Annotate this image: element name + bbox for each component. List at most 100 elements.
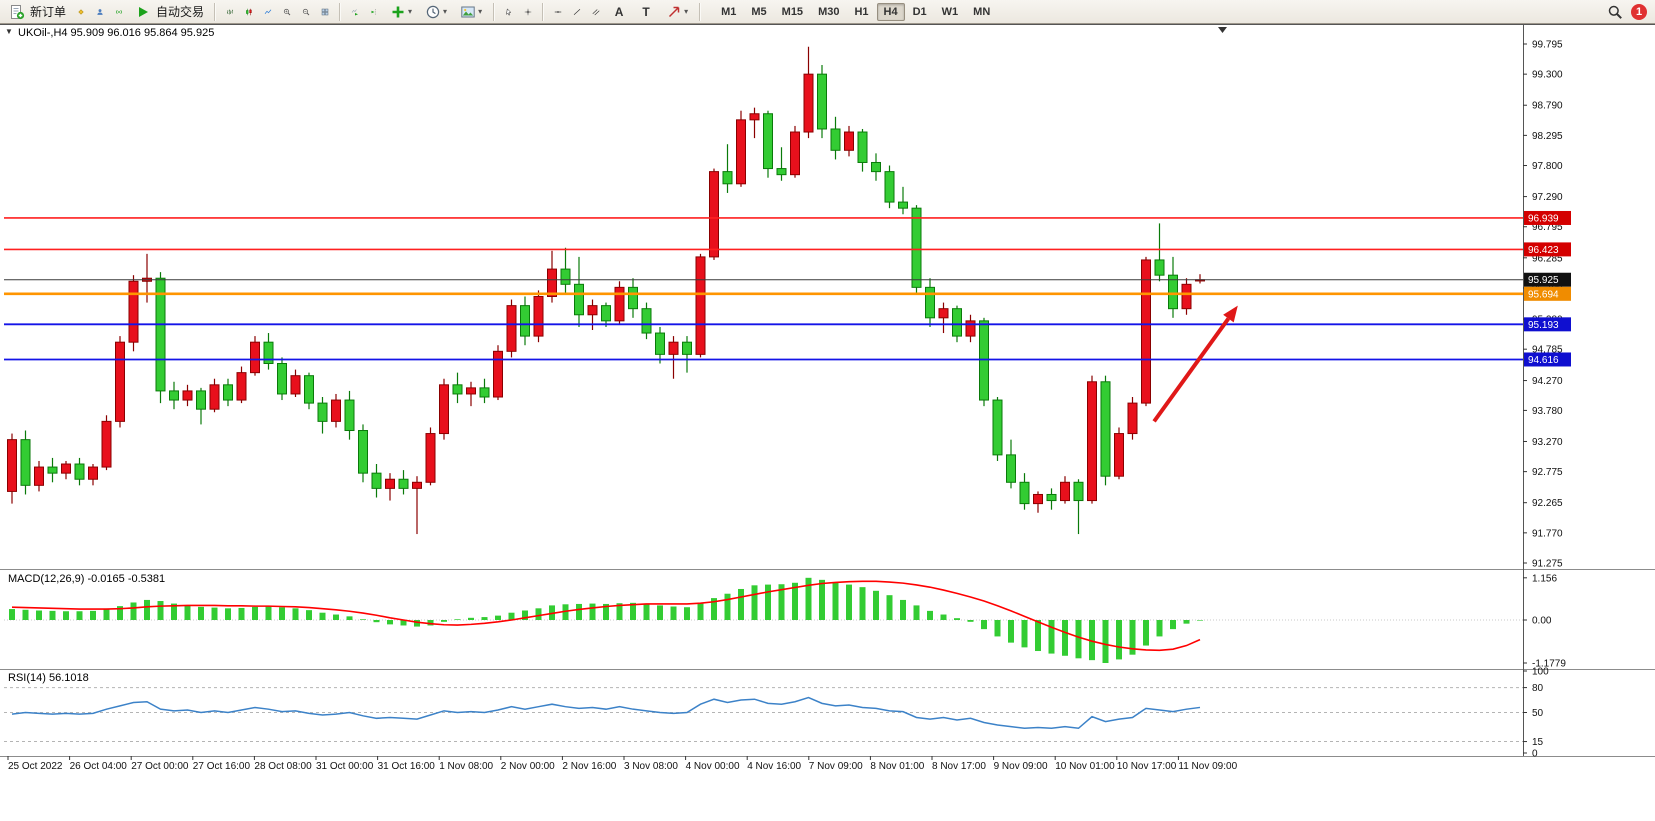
zoom-in-icon[interactable] xyxy=(278,3,296,21)
svg-text:95.193: 95.193 xyxy=(1528,320,1559,331)
timeframe-mn-button[interactable]: MN xyxy=(973,5,991,18)
chart-title: UKOil-,H4 95.909 96.016 95.864 95.925 xyxy=(18,27,215,39)
svg-text:25 Oct 2022: 25 Oct 2022 xyxy=(8,761,63,772)
macd-histogram xyxy=(9,577,1203,663)
price-axis: 99.795 99.300 98.790 98.295 97.800 97.290 96.7… xyxy=(1523,40,1563,570)
svg-text:10 Nov 17:00: 10 Nov 17:00 xyxy=(1117,761,1177,772)
arrow-tool-icon xyxy=(665,3,683,21)
chart-shift-icon[interactable] xyxy=(365,3,383,21)
zoom-out-icon[interactable] xyxy=(297,3,315,21)
main-toolbar: 新订单 自动交易 xyxy=(0,0,1655,24)
toolbar-separator xyxy=(493,2,496,21)
toolbar-separator xyxy=(542,2,545,21)
svg-text:94.616: 94.616 xyxy=(1528,355,1559,366)
dropdown-caret-icon: ▾ xyxy=(478,7,483,16)
price-level-chip xyxy=(1524,352,1571,367)
templates-menu-button[interactable]: ▾ xyxy=(454,2,488,22)
text-tool-button[interactable]: A xyxy=(606,2,632,22)
svg-text:10 Nov 01:00: 10 Nov 01:00 xyxy=(1055,761,1115,772)
signals-broadcast-icon[interactable] xyxy=(110,3,128,21)
dropdown-caret-icon: ▾ xyxy=(443,7,448,16)
chart-panel: 99.795 99.300 98.790 98.295 97.800 97.290 96.7… xyxy=(0,24,1655,821)
crosshair-icon[interactable] xyxy=(519,3,537,21)
timeframe-h4-button[interactable]: H4 xyxy=(876,2,905,21)
user-profile-icon[interactable] xyxy=(91,3,109,21)
svg-text:2 Nov 16:00: 2 Nov 16:00 xyxy=(562,761,616,772)
price-level-chip xyxy=(1524,272,1571,287)
price-level-chip xyxy=(1524,286,1571,301)
templates-image-icon xyxy=(459,3,477,21)
dropdown-caret-icon: ▾ xyxy=(408,7,413,16)
svg-text:99.795: 99.795 xyxy=(1532,40,1563,51)
timeframe-m5-button[interactable]: M5 xyxy=(751,5,767,18)
notification-badge[interactable]: 1 xyxy=(1631,3,1647,20)
svg-text:4 Nov 16:00: 4 Nov 16:00 xyxy=(747,761,801,772)
text-label-tool-button[interactable]: T xyxy=(633,2,659,22)
price-level-chip xyxy=(1524,210,1571,225)
cursor-icon[interactable] xyxy=(500,3,518,21)
autotrading-label: 自动交易 xyxy=(156,5,205,19)
trendline-tool-icon[interactable] xyxy=(568,3,586,21)
timeframe-m1-button[interactable]: M1 xyxy=(721,5,737,18)
tile-windows-icon[interactable] xyxy=(316,3,334,21)
candlestick-chart-type-icon[interactable] xyxy=(240,3,258,21)
timeframe-h1-button[interactable]: H1 xyxy=(854,5,869,18)
auto-scroll-icon[interactable] xyxy=(346,3,364,21)
chart-shift-marker-icon[interactable] xyxy=(1218,27,1227,33)
dropdown-caret-icon: ▾ xyxy=(684,7,689,16)
price-chart-canvas[interactable]: 99.795 99.300 98.790 98.295 97.800 97.290 96.7… xyxy=(0,24,1655,821)
text-tool-icon: A xyxy=(614,4,624,19)
svg-text:92.265: 92.265 xyxy=(1532,498,1563,509)
trend-arrow-annotation xyxy=(1152,305,1238,423)
indicators-menu-button[interactable]: ▾ xyxy=(384,2,418,22)
search-icon[interactable] xyxy=(1606,3,1624,21)
svg-text:97.290: 97.290 xyxy=(1532,192,1563,203)
svg-text:15: 15 xyxy=(1532,737,1544,748)
new-order-label: 新订单 xyxy=(30,5,67,19)
svg-text:94.785: 94.785 xyxy=(1532,345,1563,356)
svg-text:9 Nov 09:00: 9 Nov 09:00 xyxy=(994,761,1048,772)
svg-text:95.694: 95.694 xyxy=(1528,289,1559,300)
macd-signal-line xyxy=(11,580,1201,652)
metaeditor-diamond-icon[interactable] xyxy=(72,3,90,21)
svg-text:7 Nov 09:00: 7 Nov 09:00 xyxy=(809,761,863,772)
one-click-trading-arrow[interactable]: ▼ xyxy=(5,27,13,36)
svg-text:94.270: 94.270 xyxy=(1532,376,1563,387)
svg-text:1 Nov 08:00: 1 Nov 08:00 xyxy=(439,761,493,772)
candlestick-series xyxy=(7,46,1205,535)
svg-text:96.939: 96.939 xyxy=(1528,213,1559,224)
macd-axis: 1.156 0.00 -1.1779 xyxy=(1523,573,1566,669)
autotrading-button[interactable]: 自动交易 xyxy=(129,2,209,22)
timeframe-m30-button[interactable]: M30 xyxy=(818,5,840,18)
toolbar-right-group: 1 xyxy=(1606,3,1652,21)
svg-text:91.275: 91.275 xyxy=(1532,559,1563,570)
timeframe-m15-button[interactable]: M15 xyxy=(781,5,804,18)
new-order-button[interactable]: 新订单 xyxy=(3,2,71,22)
timeframe-d1-button[interactable]: D1 xyxy=(912,5,927,18)
svg-text:50: 50 xyxy=(1532,708,1544,719)
equidistant-channel-tool-icon[interactable] xyxy=(587,3,605,21)
svg-text:4 Nov 00:00: 4 Nov 00:00 xyxy=(686,761,740,772)
line-chart-type-icon[interactable] xyxy=(259,3,277,21)
svg-text:96.285: 96.285 xyxy=(1532,253,1563,264)
svg-text:0.00: 0.00 xyxy=(1532,616,1552,627)
svg-text:95.925: 95.925 xyxy=(1528,275,1559,286)
svg-text:27 Oct 00:00: 27 Oct 00:00 xyxy=(131,761,189,772)
svg-text:3 Nov 08:00: 3 Nov 08:00 xyxy=(624,761,678,772)
rsi-levels xyxy=(4,687,1523,743)
macd-indicator-label: MACD(12,26,9) -0.0165 -0.5381 xyxy=(8,573,166,585)
arrows-menu-button[interactable]: ▾ xyxy=(660,2,694,22)
horizontal-line-tool-icon[interactable] xyxy=(549,3,567,21)
toolbar-separator xyxy=(699,2,702,21)
svg-text:92.775: 92.775 xyxy=(1532,467,1563,478)
svg-text:100: 100 xyxy=(1532,667,1549,678)
time-axis: 25 Oct 2022 26 Oct 04:00 27 Oct 00:00 27 Oc… xyxy=(7,756,1238,772)
svg-text:8 Nov 17:00: 8 Nov 17:00 xyxy=(932,761,986,772)
bar-chart-type-icon[interactable] xyxy=(221,3,239,21)
periods-menu-button[interactable]: ▾ xyxy=(419,2,453,22)
timeframe-w1-button[interactable]: W1 xyxy=(941,5,959,18)
svg-text:99.300: 99.300 xyxy=(1532,70,1563,81)
indicators-add-icon xyxy=(389,3,407,21)
svg-text:26 Oct 04:00: 26 Oct 04:00 xyxy=(70,761,128,772)
svg-text:11 Nov 09:00: 11 Nov 09:00 xyxy=(1178,761,1237,772)
